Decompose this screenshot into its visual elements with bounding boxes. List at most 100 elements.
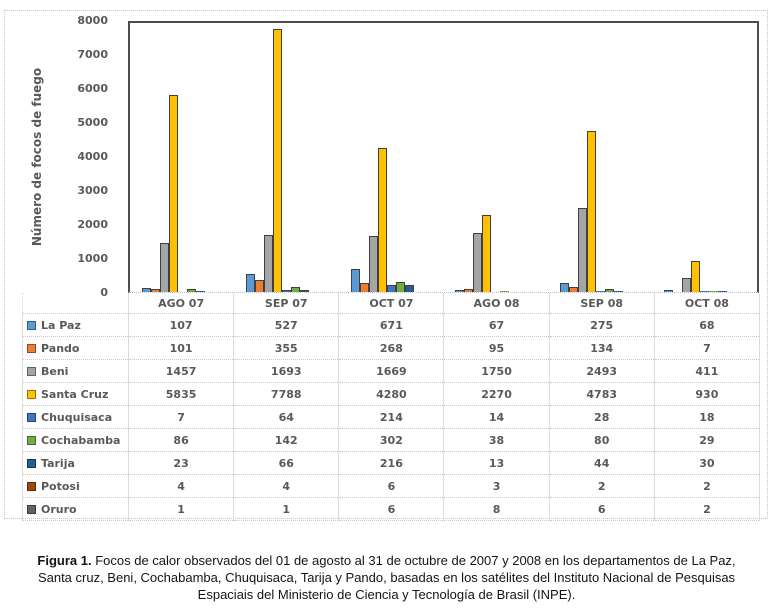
- y-axis-ticks: 8000 7000 6000 5000 4000 3000 2000 1000 0: [58, 14, 114, 304]
- bar-cochabamba-oct-07: [395, 282, 405, 292]
- row-label-santa-cruz: Santa Cruz: [22, 382, 129, 406]
- value-oruro-oct-07: 6: [338, 497, 445, 521]
- row-label-chuquisaca: Chuquisaca: [22, 405, 129, 429]
- value-cochabamba-ago-07: 86: [127, 428, 235, 452]
- table-row-tarija: Tarija 23 66 216 13 44 30: [22, 451, 761, 475]
- table-row-oruro: Oruro 1 1 6 8 6 2: [22, 497, 761, 521]
- value-beni-oct-08: 411: [653, 359, 761, 383]
- caption-line-1-text: Focos de calor observados del 01 de agos…: [91, 553, 736, 568]
- column-header-ago-08: AGO 08: [443, 293, 550, 314]
- bar-group-sep-08: [548, 23, 653, 292]
- chart-data-table: AGO 07 SEP 07 OCT 07 AGO 08 SEP 08 OCT 08 La …: [22, 293, 761, 521]
- bar-beni-ago-07: [159, 243, 169, 292]
- bar-group-oct-08: [653, 23, 758, 292]
- caption-line-3: Espaciais del Ministerio de Ciencia y Te…: [197, 587, 576, 602]
- y-tick-label-3000: 3000: [77, 184, 108, 197]
- value-oruro-sep-07: 1: [233, 497, 340, 521]
- value-santa-cruz-oct-08: 930: [653, 382, 761, 406]
- bar-beni-oct-07: [368, 236, 378, 292]
- value-pando-oct-08: 7: [653, 336, 761, 360]
- value-pando-ago-08: 95: [443, 336, 550, 360]
- value-cochabamba-sep-07: 142: [233, 428, 340, 452]
- value-potosi-oct-07: 6: [338, 474, 445, 498]
- bar-la-paz-oct-08: [664, 290, 674, 292]
- series-name-oruro: Oruro: [41, 502, 77, 516]
- value-cochabamba-sep-08: 80: [548, 428, 655, 452]
- y-tick-label-1000: 1000: [77, 252, 108, 265]
- legend-swatch-beni: [27, 366, 36, 376]
- y-axis-title: Número de focos de fuego: [26, 21, 48, 293]
- bar-pando-sep-07: [255, 280, 265, 292]
- value-la-paz-ago-07: 107: [127, 313, 235, 337]
- y-tick-label-8000: 8000: [77, 14, 108, 27]
- table-corner-cell: [22, 293, 129, 314]
- bar-pando-oct-07: [359, 283, 369, 292]
- series-name-chuquisaca: Chuquisaca: [41, 410, 113, 424]
- bar-beni-sep-08: [577, 208, 587, 292]
- value-potosi-oct-08: 2: [653, 474, 761, 498]
- value-beni-sep-08: 2493: [548, 359, 655, 383]
- table-row-potosi: Potosi 4 4 6 3 2 2: [22, 474, 761, 498]
- header-row: AGO 07 SEP 07 OCT 07 AGO 08 SEP 08 OCT 08: [22, 293, 761, 314]
- bar-chuquisaca-oct-07: [386, 285, 396, 292]
- column-header-sep-08: SEP 08: [548, 293, 655, 314]
- bar-cochabamba-sep-08: [604, 289, 614, 292]
- value-santa-cruz-oct-07: 4280: [338, 382, 445, 406]
- value-beni-oct-07: 1669: [338, 359, 445, 383]
- bar-pando-ago-07: [150, 289, 160, 292]
- data-table-header: AGO 07 SEP 07 OCT 07 AGO 08 SEP 08 OCT 08: [22, 293, 761, 314]
- table-row-cochabamba: Cochabamba 86 142 302 38 80 29: [22, 428, 761, 452]
- caption-figure-label: Figura 1.: [37, 553, 92, 568]
- figure-caption: Figura 1. Focos de calor observados del …: [0, 552, 773, 603]
- value-santa-cruz-ago-07: 5835: [127, 382, 235, 406]
- row-label-la-paz: La Paz: [22, 313, 129, 337]
- y-tick-label-5000: 5000: [77, 116, 108, 129]
- bar-tarija-sep-07: [300, 290, 310, 292]
- value-oruro-ago-08: 8: [443, 497, 550, 521]
- value-cochabamba-oct-07: 302: [338, 428, 445, 452]
- bar-tarija-ago-07: [195, 291, 205, 292]
- legend-swatch-pando: [27, 343, 36, 353]
- series-name-beni: Beni: [41, 364, 69, 378]
- value-chuquisaca-oct-08: 18: [653, 405, 761, 429]
- value-tarija-oct-07: 216: [338, 451, 445, 475]
- value-tarija-sep-08: 44: [548, 451, 655, 475]
- bar-beni-ago-08: [473, 233, 483, 292]
- plot-bars: [130, 23, 757, 292]
- column-header-oct-08: OCT 08: [653, 293, 761, 314]
- value-la-paz-oct-08: 68: [653, 313, 761, 337]
- bar-santa-cruz-sep-07: [273, 29, 283, 292]
- series-name-potosi: Potosi: [41, 479, 80, 493]
- value-santa-cruz-ago-08: 2270: [443, 382, 550, 406]
- value-tarija-ago-07: 23: [127, 451, 235, 475]
- bar-santa-cruz-ago-07: [168, 95, 178, 292]
- value-chuquisaca-sep-07: 64: [233, 405, 340, 429]
- bar-la-paz-sep-08: [559, 283, 569, 292]
- y-axis-title-text: Número de focos de fuego: [30, 67, 45, 247]
- row-label-pando: Pando: [22, 336, 129, 360]
- legend-swatch-oruro: [27, 504, 36, 514]
- column-header-sep-07: SEP 07: [233, 293, 340, 314]
- y-tick-label-4000: 4000: [77, 150, 108, 163]
- row-label-potosi: Potosi: [22, 474, 129, 498]
- bar-cochabamba-ago-07: [186, 289, 196, 292]
- row-label-tarija: Tarija: [22, 451, 129, 475]
- value-beni-ago-07: 1457: [127, 359, 235, 383]
- plot-area: [128, 21, 759, 293]
- bar-beni-oct-08: [682, 278, 692, 292]
- caption-line-2: Santa cruz, Beni, Cochabamba, Chuquisaca…: [37, 570, 736, 585]
- y-tick-label-2000: 2000: [77, 218, 108, 231]
- bar-cochabamba-oct-08: [709, 291, 719, 292]
- value-potosi-sep-08: 2: [548, 474, 655, 498]
- value-oruro-sep-08: 6: [548, 497, 655, 521]
- value-la-paz-sep-07: 527: [233, 313, 340, 337]
- series-name-santa-cruz: Santa Cruz: [41, 387, 109, 401]
- row-label-cochabamba: Cochabamba: [22, 428, 129, 452]
- y-tick-label-6000: 6000: [77, 82, 108, 95]
- value-oruro-ago-07: 1: [127, 497, 235, 521]
- value-la-paz-sep-08: 275: [548, 313, 655, 337]
- table-row-la-paz: La Paz 107 527 671 67 275 68: [22, 313, 761, 337]
- bar-tarija-oct-07: [404, 285, 414, 292]
- legend-swatch-cochabamba: [27, 435, 36, 445]
- bar-group-ago-07: [130, 23, 235, 292]
